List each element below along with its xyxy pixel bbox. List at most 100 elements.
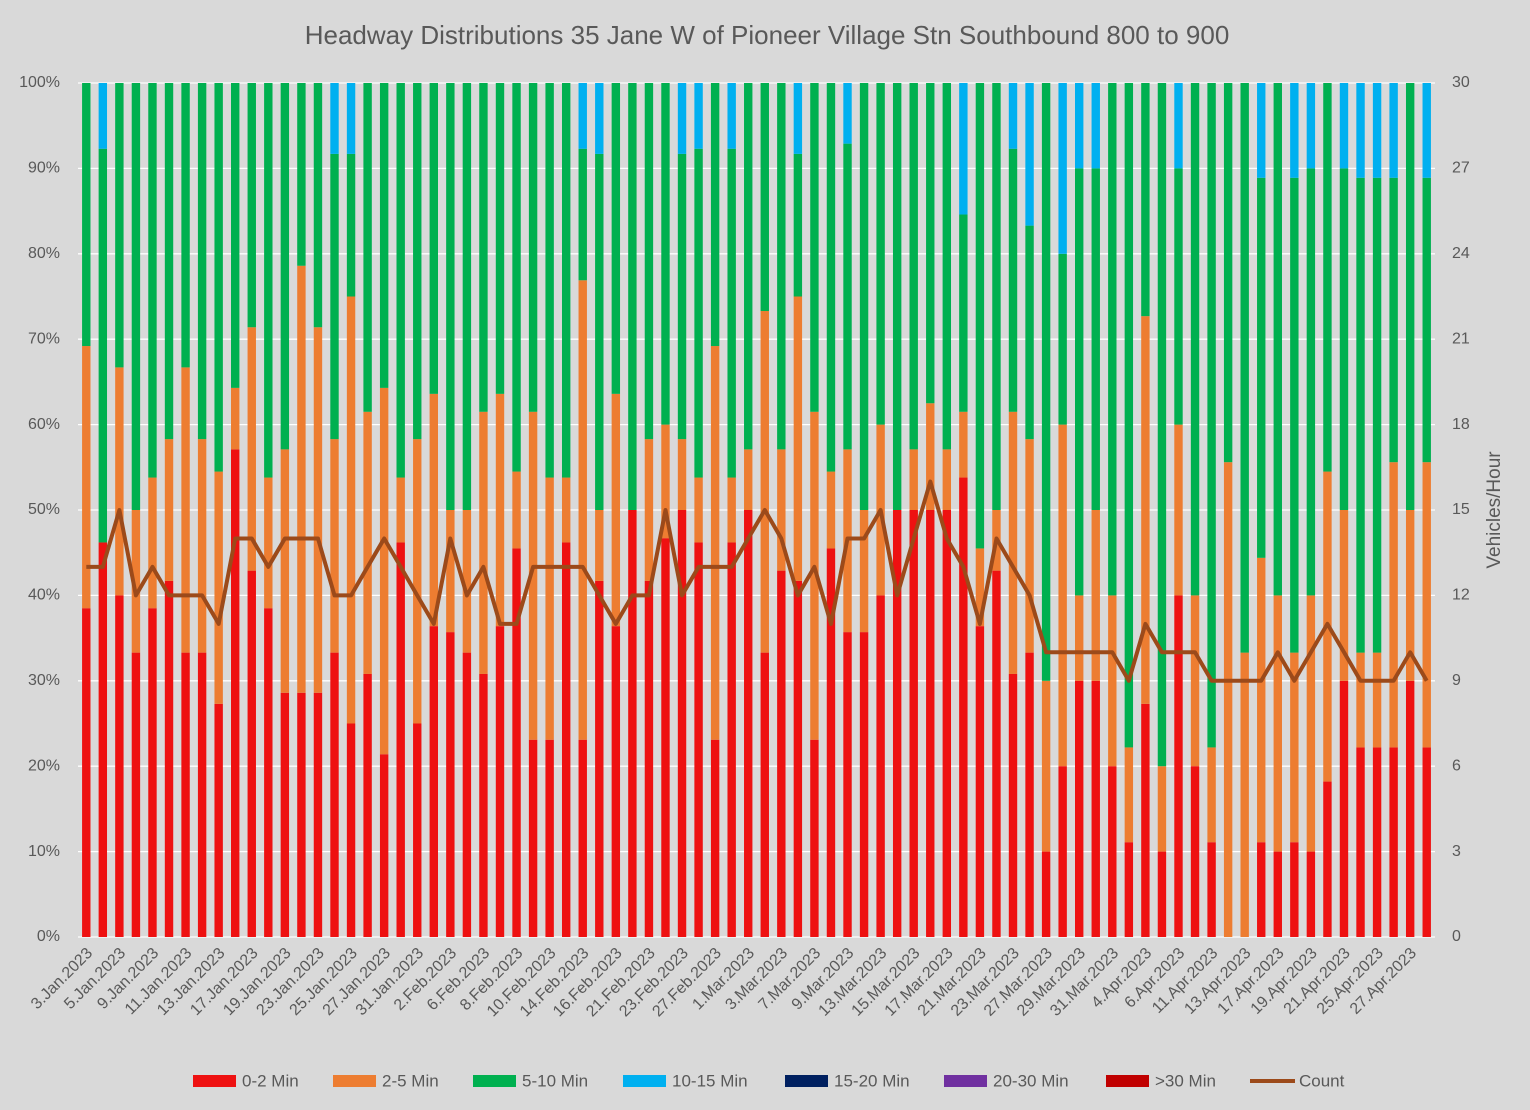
- bar-segment: [578, 280, 587, 740]
- bar-segment: [1339, 168, 1349, 510]
- bar-segment: [1157, 766, 1167, 852]
- bar-segment: [777, 83, 786, 450]
- bar-segment: [926, 403, 935, 510]
- bar-segment: [727, 542, 736, 937]
- bar-segment: [545, 477, 554, 740]
- bar-segment: [462, 83, 472, 510]
- bar-segment: [1306, 595, 1316, 852]
- bar-segment: [727, 83, 736, 149]
- bar-segment: [661, 424, 670, 539]
- bar-segment: [1223, 83, 1233, 463]
- bar-segment: [876, 83, 885, 425]
- y2-tick-label: 9: [1452, 672, 1461, 689]
- bar-segment: [1008, 83, 1018, 149]
- bar-segment: [396, 83, 405, 478]
- bar-segment: [1025, 225, 1034, 440]
- bar-segment: [214, 471, 223, 704]
- bar-segment: [214, 83, 223, 472]
- count-line: [86, 479, 1429, 683]
- bar-segment: [1339, 83, 1349, 169]
- bar-segment: [628, 83, 637, 510]
- bar-segment: [1190, 83, 1200, 596]
- bar-segment: [810, 411, 819, 740]
- bar-segment: [595, 580, 604, 937]
- bar-segment: [197, 83, 207, 440]
- bar-segment: [82, 608, 91, 937]
- legend-swatch: [333, 1075, 376, 1087]
- bar-segment: [1356, 177, 1365, 653]
- bar-segment: [148, 477, 157, 609]
- bar-segment: [330, 439, 339, 653]
- bar-segment: [578, 739, 587, 937]
- bar-segment: [1141, 703, 1150, 937]
- bar-segment: [545, 739, 554, 937]
- legend-label: 0-2 Min: [242, 1071, 299, 1090]
- bar-segment: [413, 723, 422, 937]
- y2-tick-label: 3: [1452, 843, 1461, 860]
- bar-segment: [1174, 424, 1183, 596]
- bar-segment: [644, 580, 654, 937]
- bar-segment: [1091, 83, 1100, 169]
- bar-segment: [330, 652, 339, 937]
- bar-segment: [1008, 148, 1018, 412]
- bar-segment: [98, 148, 108, 543]
- legend-label: 5-10 Min: [522, 1071, 588, 1090]
- bar-segment: [1157, 851, 1167, 937]
- bar-segment: [777, 570, 786, 937]
- bar-segment: [495, 393, 505, 627]
- bar-segment: [131, 652, 141, 937]
- bar-segment: [1091, 510, 1100, 681]
- bar-segment: [611, 626, 621, 937]
- bar-segment: [280, 449, 290, 693]
- bar-segment: [1290, 652, 1299, 843]
- legend-label: 15-20 Min: [834, 1071, 910, 1090]
- bar-segment: [512, 548, 521, 937]
- bar-segment: [1290, 83, 1299, 178]
- bar-segment: [959, 214, 968, 412]
- bar-segment: [942, 510, 952, 937]
- bar-segment: [82, 346, 91, 609]
- bar-segment: [1108, 83, 1117, 596]
- y2-tick-label: 15: [1452, 501, 1470, 518]
- bar-segment: [131, 510, 141, 653]
- bar-segment: [1174, 83, 1183, 169]
- bar-segment: [628, 510, 637, 937]
- bar-segment: [115, 367, 124, 596]
- y-tick-label: 70%: [28, 330, 60, 347]
- bar-segment: [892, 83, 902, 510]
- y-tick-label: 80%: [28, 245, 60, 262]
- bar-segment: [363, 673, 372, 937]
- bar-segment: [1075, 83, 1084, 169]
- legend-swatch: [1106, 1075, 1149, 1087]
- y2-tick-label: 0: [1452, 928, 1461, 945]
- legend-label: 20-30 Min: [993, 1071, 1069, 1090]
- bar-segment: [98, 83, 108, 149]
- legend-swatch: [944, 1075, 987, 1087]
- bar-segment: [1422, 462, 1431, 748]
- bar-segment: [1273, 595, 1282, 852]
- bar-segment: [346, 83, 356, 154]
- bar-segment: [214, 703, 223, 937]
- bar-segment: [379, 387, 389, 755]
- bar-segment: [1025, 439, 1034, 653]
- y-tick-label: 40%: [28, 587, 60, 604]
- y2-tick-label: 18: [1452, 416, 1470, 433]
- bar-segment: [462, 652, 472, 937]
- bar-segment: [1240, 652, 1249, 937]
- bar-segment: [859, 632, 869, 937]
- bar-segment: [859, 510, 869, 633]
- bar-segment: [1075, 595, 1084, 681]
- bar-segment: [231, 83, 240, 388]
- legend-swatch: [785, 1075, 828, 1087]
- chart-title: Headway Distributions 35 Jane W of Pione…: [305, 20, 1230, 50]
- bar-segment: [247, 83, 256, 328]
- bar-segment: [164, 83, 174, 440]
- bar-segment: [1356, 652, 1365, 748]
- bar-segment: [231, 387, 240, 450]
- bar-segment: [115, 595, 124, 937]
- bar-segment: [595, 153, 604, 510]
- bar-segment: [793, 580, 803, 937]
- y2-tick-label: 30: [1452, 74, 1470, 91]
- bar-segment: [1108, 595, 1117, 767]
